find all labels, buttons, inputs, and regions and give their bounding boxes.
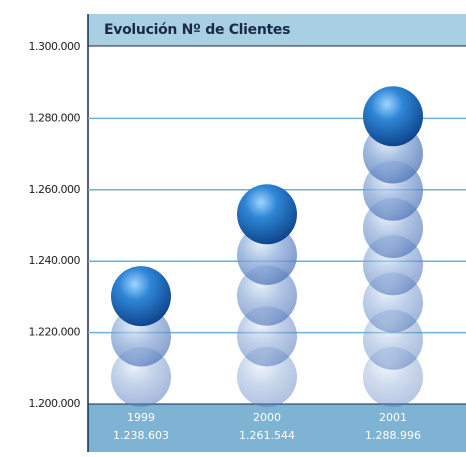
- sphere: [237, 184, 297, 245]
- y-tick-label: 1.240.000: [29, 254, 81, 267]
- chart-title: Evolución Nº de Clientes: [104, 22, 290, 38]
- value-label: 1.261.544: [239, 429, 295, 442]
- sphere: [363, 86, 423, 147]
- sphere-column: [363, 86, 423, 407]
- x-tick-label: 2000: [253, 411, 281, 424]
- sphere: [111, 266, 171, 327]
- sphere-column: [237, 184, 297, 407]
- category-band: [88, 404, 466, 452]
- y-tick-label: 1.300.000: [29, 40, 81, 53]
- x-tick-label: 1999: [127, 411, 155, 424]
- y-tick-label: 1.220.000: [29, 326, 81, 339]
- sphere-column: [111, 266, 171, 407]
- y-tick-label: 1.280.000: [29, 111, 81, 124]
- value-label: 1.238.603: [113, 429, 169, 442]
- y-tick-label: 1.260.000: [29, 183, 81, 196]
- title-band: [88, 14, 466, 46]
- y-tick-label: 1.200.000: [29, 397, 81, 410]
- value-label: 1.288.996: [365, 429, 421, 442]
- x-tick-label: 2001: [379, 411, 407, 424]
